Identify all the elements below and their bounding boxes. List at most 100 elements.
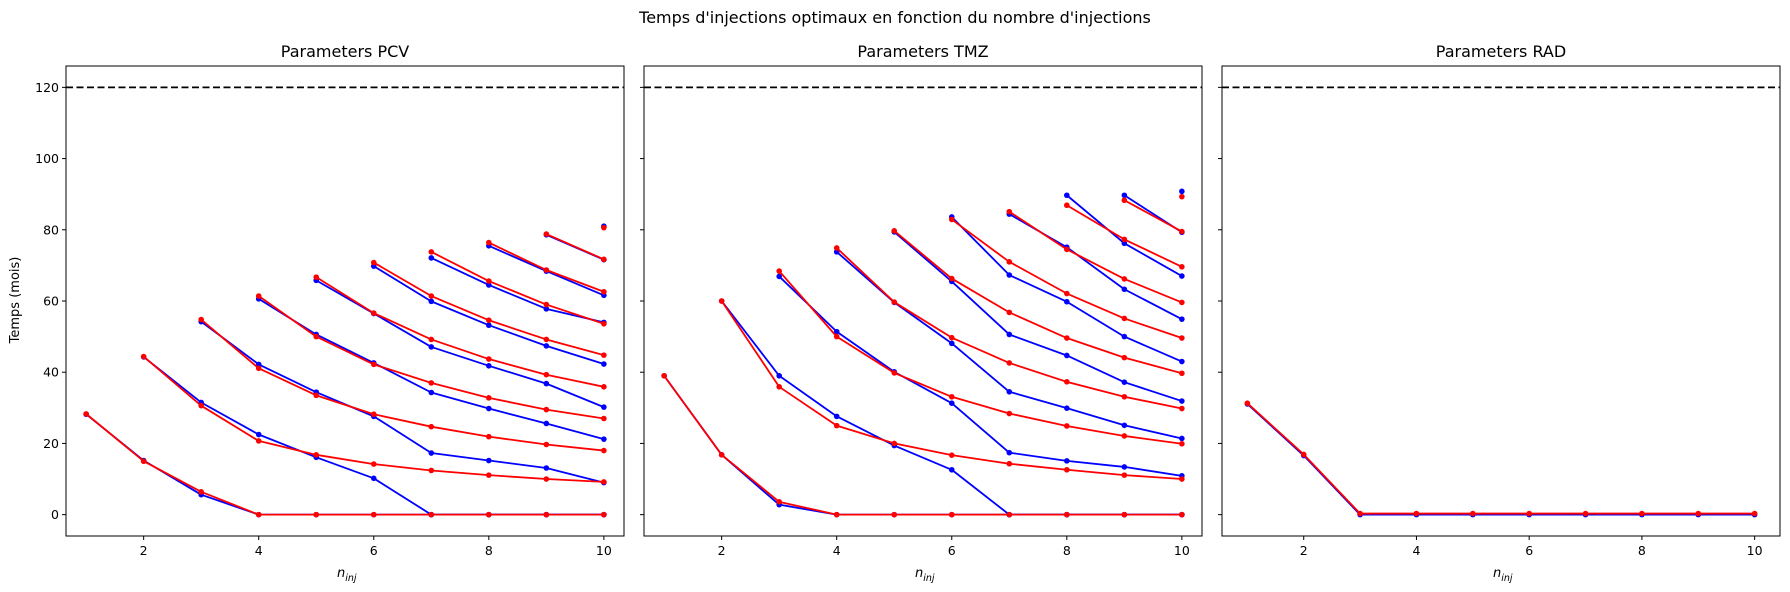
series-line — [545, 233, 605, 261]
data-point — [486, 433, 492, 440]
data-point — [313, 274, 320, 280]
data-point — [1179, 228, 1185, 235]
data-point — [1121, 379, 1128, 385]
data-point — [428, 389, 435, 396]
data-point — [1064, 352, 1070, 359]
data-point — [140, 458, 147, 465]
data-point — [486, 511, 492, 518]
data-point — [1121, 197, 1128, 204]
data-point — [543, 406, 550, 413]
data-point — [1064, 423, 1070, 429]
series-line — [778, 270, 1182, 445]
data-point — [948, 466, 955, 473]
panel-3: Parameters RAD 2 4 6 8 10 ninj — [1218, 42, 1781, 584]
data-point — [1064, 298, 1070, 305]
data-point — [543, 371, 550, 378]
data-point — [1751, 510, 1758, 517]
data-point — [543, 465, 550, 471]
data-point — [776, 384, 782, 390]
data-point — [428, 344, 435, 350]
data-point — [486, 356, 492, 362]
series-line — [430, 257, 605, 324]
data-point — [1006, 511, 1013, 518]
series-red-14 — [833, 245, 1185, 412]
data-point — [601, 404, 607, 410]
data-point — [543, 476, 550, 482]
data-point — [1179, 511, 1185, 518]
data-point — [601, 224, 607, 231]
data-point — [948, 400, 955, 406]
x-tick-label: 8 — [1063, 543, 1071, 558]
data-point — [428, 249, 435, 255]
x-axis-label-main: n — [337, 566, 345, 581]
axes-frame — [65, 65, 625, 537]
data-point — [1006, 388, 1013, 395]
x-tick-label: 2 — [1300, 543, 1308, 558]
series-red-12 — [140, 353, 607, 485]
x-tick-label: 8 — [1638, 543, 1646, 558]
panel-title: Parameters RAD — [1436, 42, 1566, 61]
data-point — [543, 231, 550, 237]
y-tick-label: 40 — [43, 365, 59, 380]
data-point — [601, 479, 607, 485]
x-tick-label: 6 — [948, 543, 956, 558]
series-red-19 — [543, 231, 607, 263]
data-point — [1121, 354, 1128, 361]
data-point — [1064, 202, 1070, 209]
data-point — [948, 275, 955, 282]
data-point — [1006, 460, 1013, 467]
series-line — [1008, 210, 1183, 304]
data-point — [891, 228, 898, 234]
data-point — [313, 511, 320, 518]
x-tick-label: 10 — [1747, 543, 1763, 558]
data-point — [833, 511, 840, 518]
y-tick-label: 80 — [43, 222, 59, 237]
data-point — [1064, 192, 1070, 199]
data-point — [1357, 510, 1363, 517]
series-blue-5 — [891, 229, 1185, 404]
series-red-11 — [661, 372, 1185, 518]
data-point — [601, 320, 607, 327]
data-point — [1179, 370, 1185, 377]
data-point — [255, 361, 262, 368]
series-line — [1008, 213, 1183, 320]
data-point — [1179, 316, 1185, 322]
data-point — [776, 268, 782, 274]
data-point — [891, 511, 898, 518]
data-point — [313, 452, 320, 458]
series-red-14 — [255, 293, 607, 422]
data-point — [1006, 360, 1013, 366]
data-point — [140, 353, 147, 360]
data-point — [891, 299, 898, 305]
x-tick-label: 10 — [596, 543, 612, 558]
data-point — [1064, 405, 1070, 411]
data-point — [1121, 286, 1128, 293]
series-red-13 — [198, 316, 607, 454]
x-axis-label-sub: inj — [1501, 573, 1513, 584]
series-blue-3 — [776, 273, 1185, 479]
data-point — [1121, 276, 1128, 282]
data-point — [1006, 449, 1013, 456]
data-point — [370, 361, 377, 368]
series-line — [315, 276, 605, 388]
data-point — [948, 452, 955, 458]
x-tick-label: 10 — [1174, 543, 1190, 558]
data-point — [428, 450, 435, 456]
y-tick-label: 100 — [35, 151, 59, 166]
data-point — [1121, 333, 1128, 340]
data-point — [1006, 331, 1013, 338]
series-line — [951, 218, 1183, 339]
data-point — [543, 420, 550, 427]
panel-title: Parameters PCV — [281, 42, 409, 61]
data-point — [1470, 510, 1476, 517]
data-point — [486, 472, 492, 478]
panel-2: Parameters TMZ 2 4 6 8 10 ninj — [640, 42, 1203, 584]
series-blue-8 — [1064, 192, 1185, 279]
data-point — [1121, 236, 1128, 243]
data-point — [370, 259, 377, 266]
data-point — [255, 365, 262, 372]
data-point — [1179, 358, 1185, 365]
data-point — [1179, 405, 1185, 412]
